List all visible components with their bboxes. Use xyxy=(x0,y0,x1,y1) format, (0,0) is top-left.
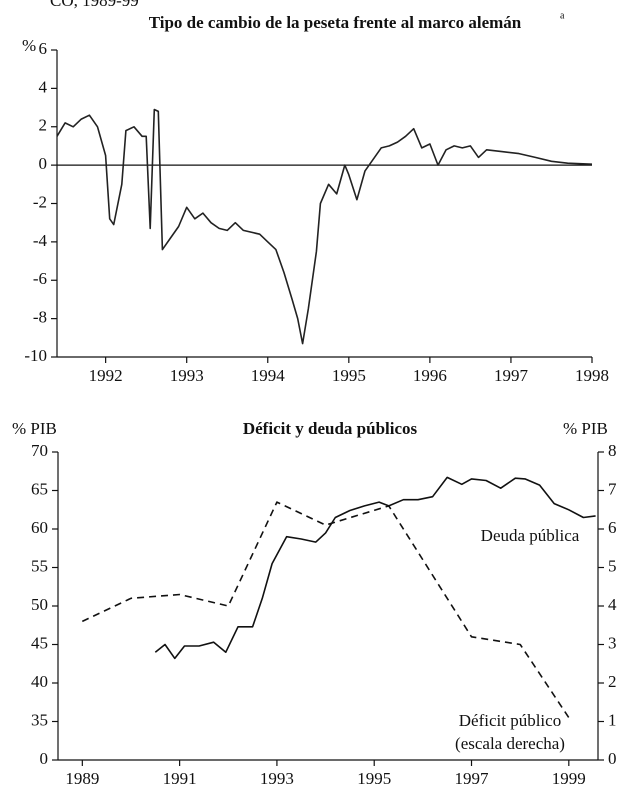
x-tick-label: 1998 xyxy=(575,366,609,385)
y-tick-label: 55 xyxy=(31,556,48,575)
chart-title: Déficit y deuda públicos xyxy=(243,419,418,438)
y-tick-label: 4 xyxy=(39,77,48,96)
y2-tick-label: 4 xyxy=(608,595,617,614)
y-tick-label: 50 xyxy=(31,595,48,614)
y2-tick-label: 2 xyxy=(608,672,617,691)
y2-tick-label: 7 xyxy=(608,479,617,498)
annotation: (escala derecha) xyxy=(455,734,565,753)
y2-tick-label: 1 xyxy=(608,710,617,729)
y-tick-label: 70 xyxy=(31,441,48,460)
y-tick-label: 6 xyxy=(39,39,48,58)
x-tick-label: 1993 xyxy=(170,366,204,385)
x-tick-label: 1997 xyxy=(455,769,490,788)
x-tick-label: 1992 xyxy=(89,366,123,385)
y2-tick-label: 3 xyxy=(608,633,617,652)
y-tick-label: -8 xyxy=(33,308,47,327)
y2-tick-label: 8 xyxy=(608,441,617,460)
y2-tick-label: 5 xyxy=(608,556,617,575)
page-header: CO, 1989-99 xyxy=(50,0,139,10)
x-tick-label: 1999 xyxy=(552,769,586,788)
y2-tick-label: 6 xyxy=(608,518,617,537)
y-tick-label: -4 xyxy=(33,231,48,250)
x-tick-label: 1997 xyxy=(494,366,529,385)
y-tick-label: -2 xyxy=(33,192,47,211)
chart-title: Tipo de cambio de la peseta frente al ma… xyxy=(149,13,522,32)
x-tick-label: 1995 xyxy=(332,366,366,385)
y-tick-label: 0 xyxy=(40,749,49,768)
line xyxy=(154,476,596,660)
x-tick-label: 1991 xyxy=(163,769,197,788)
y-tick-label: 65 xyxy=(31,479,48,498)
y-tick-label: 0 xyxy=(39,154,48,173)
x-tick-label: 1996 xyxy=(413,366,447,385)
y-tick-label: -6 xyxy=(33,269,47,288)
y-tick-label: 35 xyxy=(31,710,48,729)
line xyxy=(56,108,593,345)
y-tick-label: 40 xyxy=(31,672,48,691)
line xyxy=(81,501,570,719)
y-tick-label: -10 xyxy=(24,346,47,365)
series-label: Déficit público xyxy=(459,711,561,730)
x-tick-label: 1994 xyxy=(251,366,286,385)
y-tick-label: 60 xyxy=(31,518,48,537)
series-label: Deuda pública xyxy=(481,526,580,545)
y-axis-label: % PIB xyxy=(12,419,57,438)
title-note: a xyxy=(560,10,565,21)
x-tick-label: 1993 xyxy=(260,769,294,788)
y-tick-label: 2 xyxy=(39,116,48,135)
y-axis-label: % xyxy=(22,36,36,55)
x-tick-label: 1995 xyxy=(357,769,391,788)
y2-tick-label: 0 xyxy=(608,749,617,768)
y-tick-label: 45 xyxy=(31,633,48,652)
x-tick-label: 1989 xyxy=(65,769,99,788)
y2-axis-label: % PIB xyxy=(563,419,608,438)
